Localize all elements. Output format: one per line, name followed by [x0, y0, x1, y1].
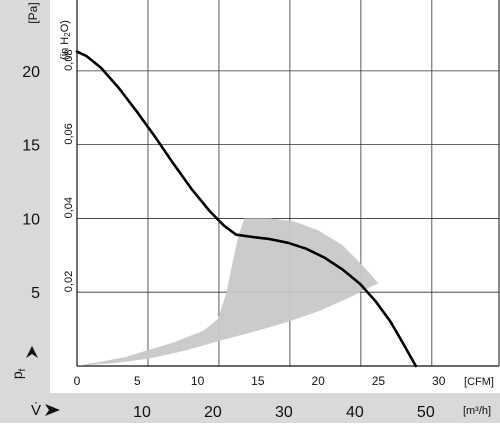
pressure-symbol: pf — [9, 368, 27, 379]
x-axis-unit: [CFM] — [464, 376, 494, 388]
operating-region-layer — [77, 218, 379, 366]
x2-tick-label: 10 — [133, 404, 151, 421]
y2-tick-label: 0,06 — [63, 123, 75, 144]
x2-tick-label: 20 — [204, 404, 222, 421]
y2-tick-label: 0,02 — [63, 271, 75, 292]
x-tick-label: 15 — [251, 374, 265, 388]
x-tick-label: 5 — [134, 374, 141, 388]
tick-label-layer: 5 10 15 20 0,02 0,04 0,06 0,08 0 5 10 15 20 25 30 10 20 3… — [22, 49, 446, 421]
x2-tick-label: 30 — [275, 404, 293, 421]
y-axis-unit: [Pa] — [26, 2, 40, 23]
curve-layer — [75, 50, 418, 368]
y2-tick-label: 0,04 — [63, 197, 75, 218]
y-tick-label: 15 — [22, 138, 40, 155]
y-tick-label: 5 — [31, 285, 40, 302]
x2-tick-label: 40 — [346, 404, 364, 421]
pressure-arrow-icon — [26, 346, 38, 358]
operating-region — [77, 218, 379, 366]
x2-tick-label: 50 — [417, 404, 435, 421]
bottom-axis-band — [0, 393, 500, 423]
x-tick-label: 20 — [311, 374, 325, 388]
x-tick-label: 30 — [432, 374, 446, 388]
y-tick-label: 10 — [22, 211, 40, 228]
y-tick-label: 20 — [22, 64, 40, 81]
x-tick-label: 10 — [191, 374, 205, 388]
left-axis-band — [0, 0, 50, 400]
x-tick-label: 0 — [74, 374, 81, 388]
x2-axis-unit: [m³/h] — [463, 405, 491, 417]
flow-symbol: V̇ — [31, 402, 41, 419]
y2-tick-label: 0,08 — [63, 49, 75, 70]
flow-arrow-icon — [45, 404, 60, 416]
pressure-symbol-text: pf — [9, 368, 27, 379]
pressure-curve — [75, 50, 418, 368]
y2-axis-unit: (in H2O) — [59, 20, 72, 60]
x-tick-label: 25 — [372, 374, 386, 388]
